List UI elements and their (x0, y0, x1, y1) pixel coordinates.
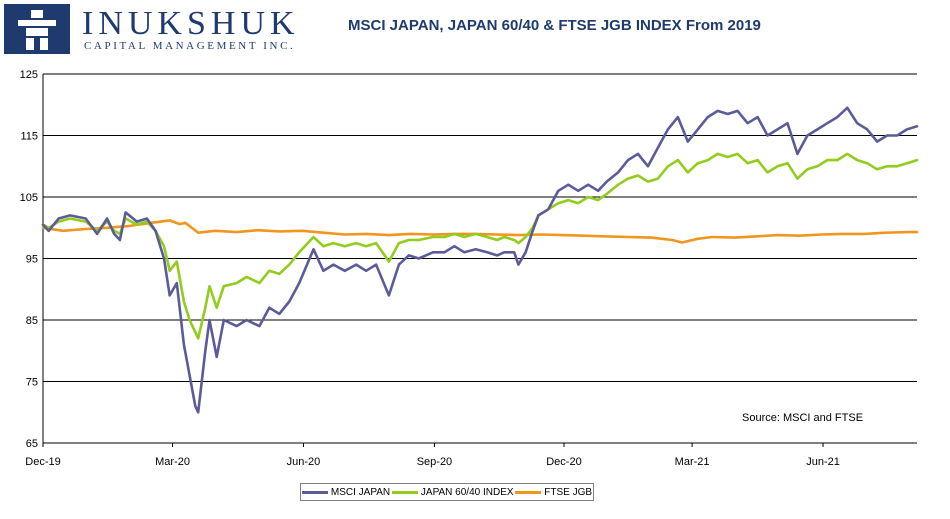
legend-item-msci-japan: MSCI JAPAN (301, 486, 391, 498)
gridlines (43, 73, 917, 444)
logo-subtitle: CAPITAL MANAGEMENT INC. (84, 40, 296, 52)
legend-item-ftse-jgb: FTSE JGB (515, 487, 592, 498)
series-line-ftse-jgb (41, 219, 919, 244)
legend-swatch-msci-japan (301, 490, 328, 494)
legend-label-japan-6040: JAPAN 60/40 INDEX (420, 486, 514, 498)
x-tick-label-Jun-20: Jun-20 (287, 456, 321, 468)
chart-legend: MSCI JAPAN JAPAN 60/40 INDEX FTSE JGB (300, 483, 594, 501)
y-tick-label-75: 75 (26, 377, 38, 389)
series-lines (41, 106, 919, 414)
chart-title: MSCI JAPAN, JAPAN 60/40 & FTSE JGB INDEX… (348, 17, 761, 34)
logo-name: INUKSHUK (82, 5, 300, 42)
source-annotation: Source: MSCI and FTSE (742, 412, 863, 424)
x-tick-label-Mar-21: Mar-21 (675, 456, 710, 468)
legend-swatch-ftse-jgb (515, 490, 542, 494)
y-tick-label-95: 95 (26, 254, 38, 266)
x-tick-label-Dec-19: Dec-19 (25, 456, 60, 468)
axes: 65 75 85 95 105 115 125 Dec-19 Mar-20 Jun-20 Sep-2… (20, 69, 840, 468)
y-tick-label-125: 125 (20, 69, 38, 81)
y-tick-label-115: 115 (20, 131, 38, 143)
x-tick-label-Sep-20: Sep-20 (417, 456, 452, 468)
y-tick-label-105: 105 (20, 192, 38, 204)
legend-item-japan-6040: JAPAN 60/40 INDEX (391, 486, 514, 498)
y-tick-label-65: 65 (26, 438, 38, 450)
x-tick-label-Jun-21: Jun-21 (806, 456, 840, 468)
legend-label-msci-japan: MSCI JAPAN (330, 486, 391, 498)
series-line-japan-60-40-index (41, 152, 919, 340)
y-tick-label-85: 85 (26, 315, 38, 327)
legend-swatch-japan-6040 (391, 490, 418, 494)
x-tick-label-Dec-20: Dec-20 (546, 456, 581, 468)
series-line-msci-japan (41, 106, 919, 414)
legend-label-ftse-jgb: FTSE JGB (544, 486, 593, 498)
inukshuk-logo-icon (4, 4, 70, 54)
company-logo: INUKSHUK CAPITAL MANAGEMENT INC. (4, 4, 304, 56)
x-tick-label-Mar-20: Mar-20 (155, 456, 190, 468)
